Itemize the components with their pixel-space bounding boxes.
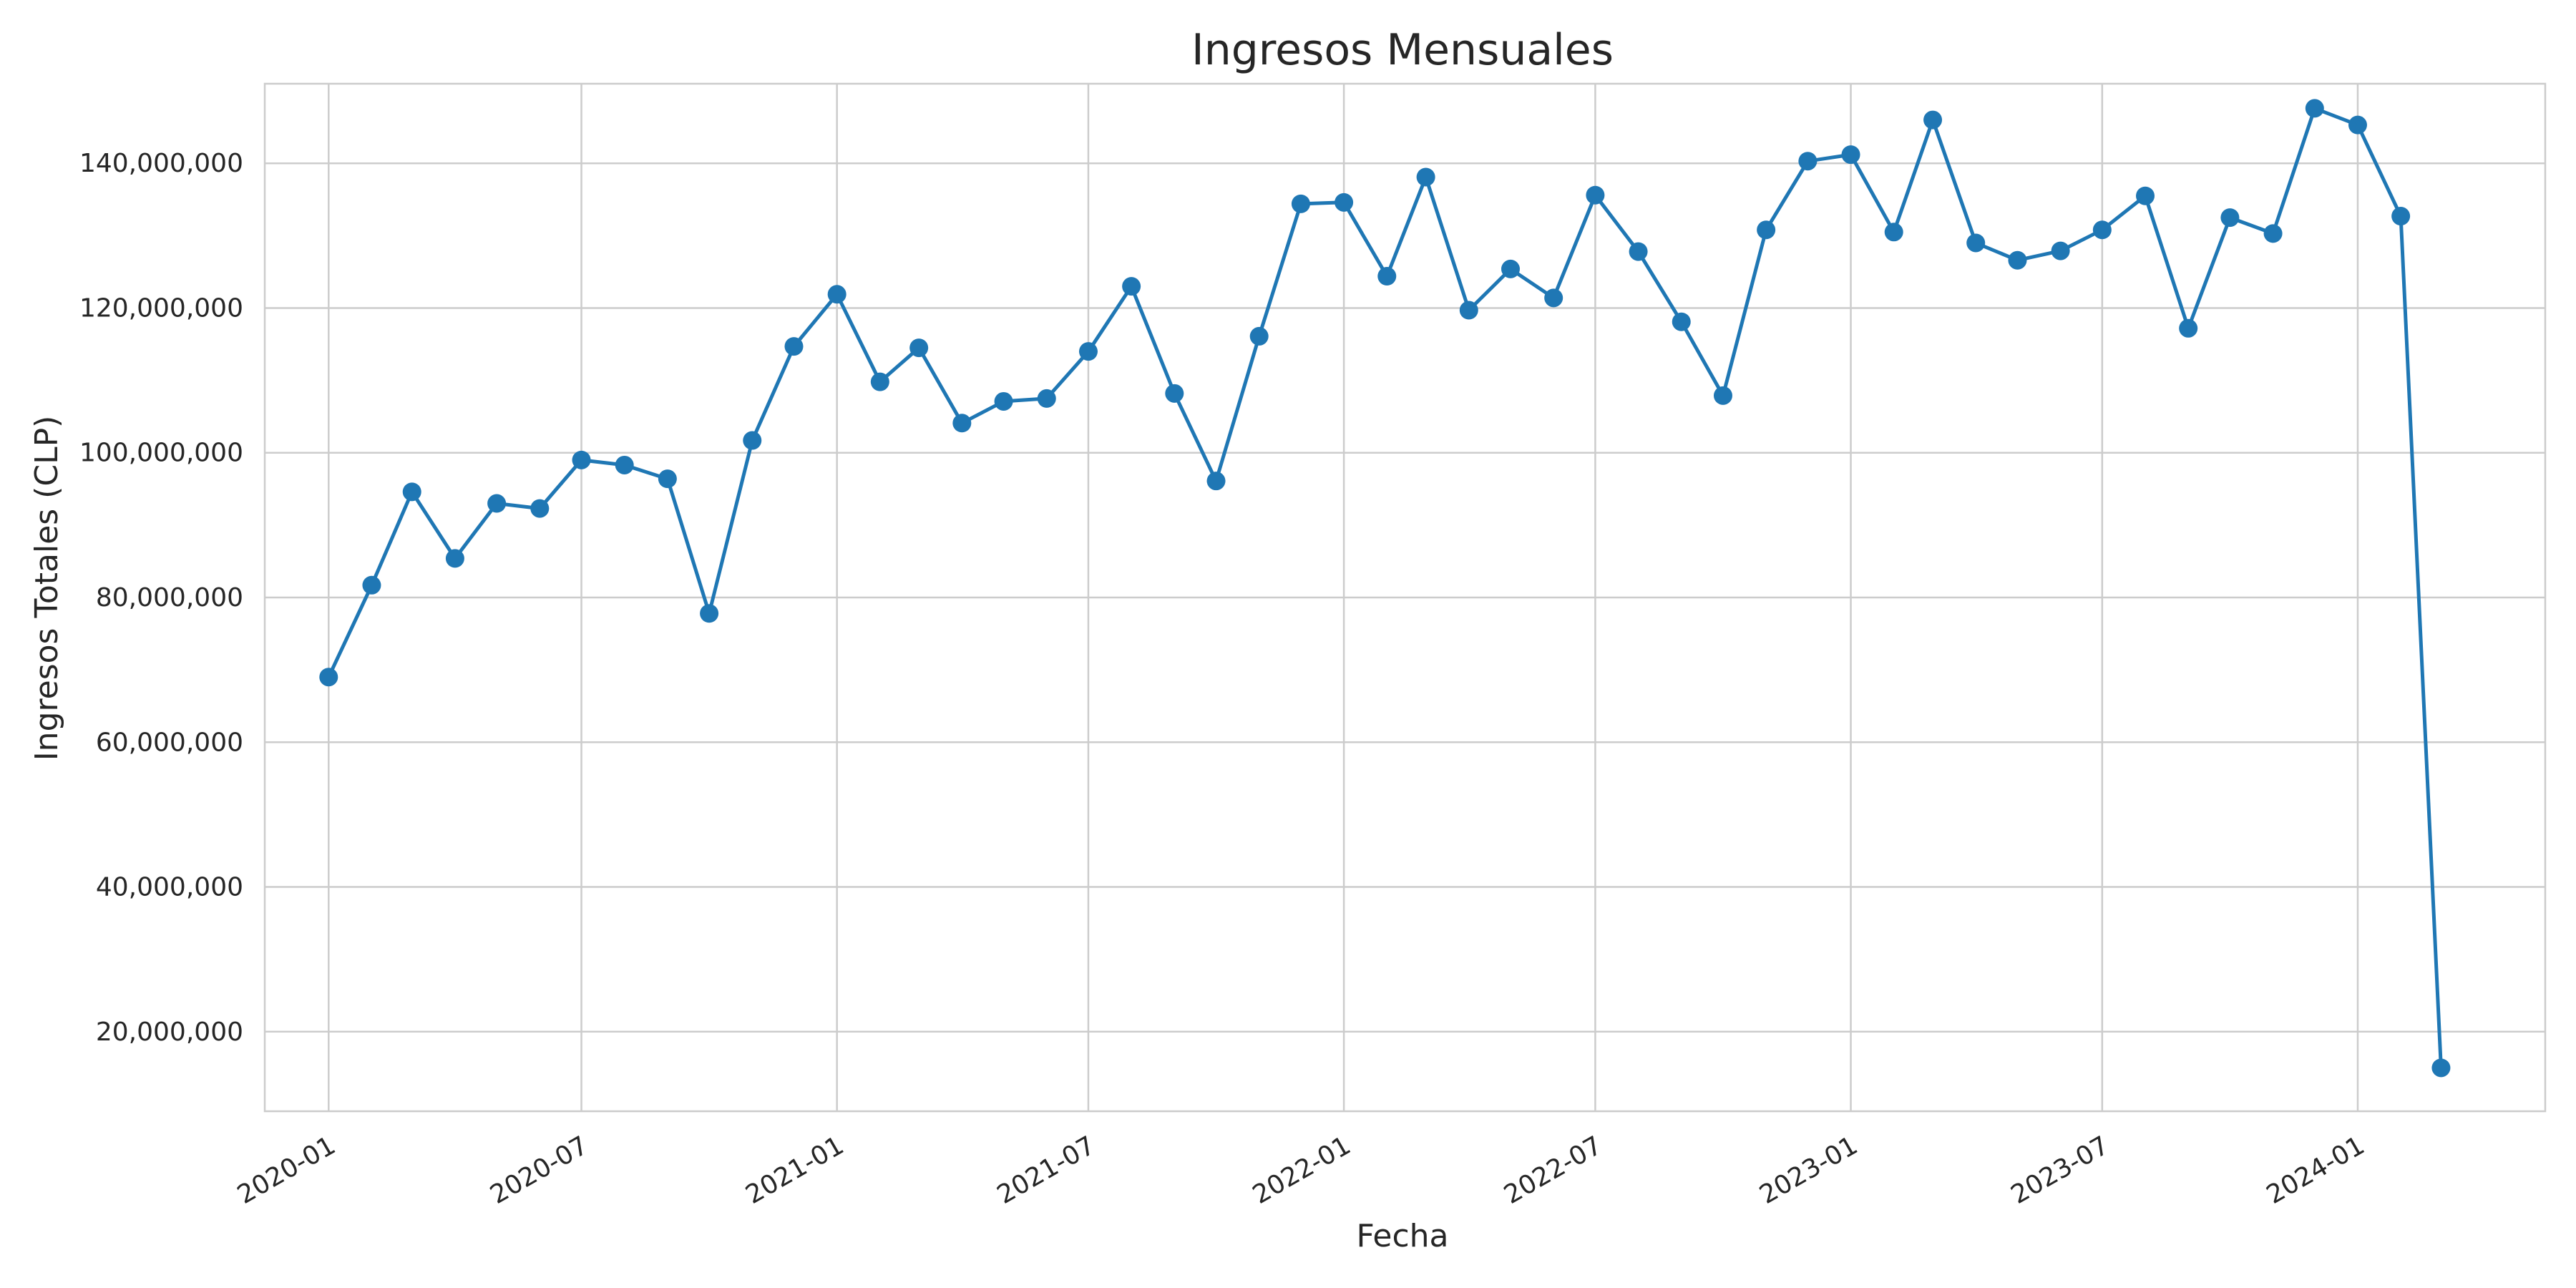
data-point <box>572 450 591 469</box>
data-point <box>1923 110 1943 130</box>
data-point <box>1884 223 1903 242</box>
x-tick-label: 2022-07 <box>1499 1131 1607 1210</box>
data-point <box>994 391 1013 411</box>
series-line-group <box>327 106 2443 1068</box>
data-point <box>1165 384 1184 403</box>
plot-frame <box>263 82 2547 1113</box>
data-point <box>615 455 634 474</box>
data-point <box>1249 326 1269 346</box>
y-axis-label: Ingresos Totales (CLP) <box>29 416 65 761</box>
data-point <box>658 469 677 489</box>
data-point <box>445 549 464 568</box>
y-tick-label: 80,000,000 <box>96 583 243 613</box>
data-point <box>2008 250 2027 270</box>
data-point <box>2092 220 2112 240</box>
data-point <box>1713 386 1732 405</box>
x-tick-label: 2023-01 <box>1755 1131 1863 1210</box>
data-point <box>530 499 550 518</box>
data-point <box>1629 242 1648 261</box>
data-point <box>1841 145 1860 165</box>
x-tick-label: 2021-01 <box>741 1131 849 1210</box>
data-point <box>1459 301 1478 320</box>
x-tick-label: 2020-07 <box>485 1131 593 1210</box>
data-point <box>1122 277 1141 296</box>
y-axis-ticks: 20,000,000 40,000,000 60,000,000 80,000,000… <box>79 149 243 1047</box>
data-point <box>2391 207 2411 226</box>
data-point <box>827 285 847 304</box>
data-point <box>2220 208 2240 228</box>
x-tick-label: 2021-07 <box>992 1131 1101 1210</box>
y-tick-label: 100,000,000 <box>79 439 243 468</box>
data-point <box>1335 192 1354 212</box>
data-point <box>1798 152 1818 171</box>
data-point <box>2179 318 2198 338</box>
data-point <box>1078 342 1098 361</box>
data-point <box>1377 266 1397 286</box>
chart-title: Ingresos Mensuales <box>1191 25 1614 75</box>
data-point <box>362 575 381 595</box>
data-point <box>1416 167 1435 187</box>
data-point <box>700 604 719 623</box>
data-point <box>2051 241 2070 260</box>
data-point <box>2305 99 2324 118</box>
data-point <box>1757 220 1776 240</box>
y-tick-label: 20,000,000 <box>96 1018 243 1047</box>
data-point <box>487 494 507 513</box>
data-point <box>319 668 338 687</box>
y-tick-label: 120,000,000 <box>79 293 243 323</box>
x-tick-label: 2022-01 <box>1248 1131 1356 1210</box>
grid <box>265 84 2545 1111</box>
data-point <box>1586 185 1605 205</box>
data-point <box>2431 1058 2451 1078</box>
data-point <box>2263 224 2283 243</box>
data-point <box>870 372 889 391</box>
x-tick-label: 2023-07 <box>2006 1131 2114 1210</box>
x-axis-label: Fecha <box>1356 1218 1448 1254</box>
data-point <box>1544 288 1563 308</box>
data-point <box>1672 312 1691 331</box>
x-axis-ticks: 2020-01 2020-07 2021-01 2021-07 2022-01 2022-… <box>233 1131 2369 1210</box>
data-point <box>952 414 972 433</box>
data-point <box>1966 233 1986 253</box>
data-point <box>1291 194 1310 213</box>
data-point <box>743 431 762 450</box>
series-line <box>327 106 2443 1068</box>
y-tick-label: 60,000,000 <box>96 728 243 757</box>
y-tick-label: 140,000,000 <box>79 149 243 178</box>
series-points <box>319 99 2451 1078</box>
data-point <box>2348 115 2367 135</box>
data-point <box>784 337 804 356</box>
data-point <box>2136 186 2155 205</box>
data-point <box>402 482 421 502</box>
x-tick-label: 2020-01 <box>233 1131 341 1210</box>
data-point <box>1501 259 1521 278</box>
data-point <box>909 338 929 358</box>
data-point <box>1206 472 1226 491</box>
y-tick-label: 40,000,000 <box>96 873 243 902</box>
x-tick-label: 2024-01 <box>2262 1131 2370 1210</box>
data-point <box>1037 389 1056 408</box>
